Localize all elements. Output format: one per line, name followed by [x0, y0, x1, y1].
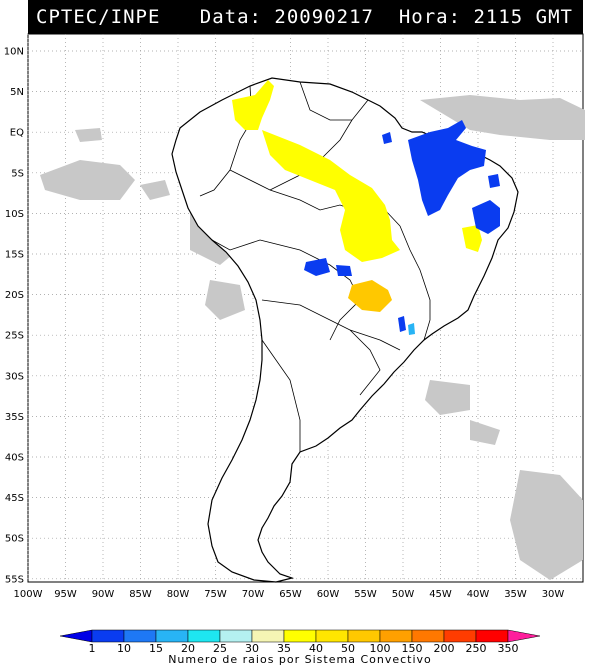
lat-tick-label: 5N — [10, 87, 24, 98]
lat-tick-label: EQ — [10, 128, 24, 139]
legend-swatch — [155, 629, 189, 643]
legend-swatch — [91, 629, 125, 643]
legend-colorbar — [59, 629, 541, 643]
legend-swatch — [219, 629, 253, 643]
legend-value-label: 150 — [402, 642, 423, 655]
legend-value-label: 30 — [245, 642, 259, 655]
legend-swatch — [411, 629, 445, 643]
lat-tick-label: 55S — [5, 574, 24, 585]
legend-value-label: 20 — [181, 642, 195, 655]
legend-value-label: 10 — [117, 642, 131, 655]
legend-swatch — [379, 629, 413, 643]
lon-tick-label: 90W — [92, 589, 115, 600]
lat-tick-label: 15S — [5, 250, 24, 261]
legend-value-label: 100 — [370, 642, 391, 655]
lon-tick-label: 65W — [279, 589, 302, 600]
lon-tick-label: 85W — [129, 589, 152, 600]
lon-tick-label: 60W — [317, 589, 340, 600]
legend-value-label: 40 — [309, 642, 323, 655]
legend-swatch — [315, 629, 349, 643]
legend-value-label: 50 — [341, 642, 355, 655]
legend-value-label: 350 — [498, 642, 519, 655]
legend-swatch — [507, 629, 541, 643]
lightning-cells-blue — [304, 120, 500, 332]
header-bar: CPTEC/INPE Data: 20090217 Hora: 2115 GMT — [28, 0, 583, 34]
lon-tick-label: 40W — [467, 589, 490, 600]
legend-swatch — [251, 629, 285, 643]
lat-tick-label: 20S — [5, 290, 24, 301]
graticule: 10N 5N EQ 5S 10S 15S 20S 25S 30S 35S 40S 45S 50S 55S 1… — [4, 34, 583, 600]
lon-tick-label: 80W — [167, 589, 190, 600]
legend-labels: 1 10 15 20 25 30 35 40 50 100 150 200 250 350 — [89, 642, 519, 655]
timestamp: Data: 20090217 Hora: 2115 GMT — [200, 6, 573, 28]
lon-tick-label: 100W — [14, 589, 43, 600]
legend-value-label: 250 — [466, 642, 487, 655]
legend-value-label: 1 — [89, 642, 96, 655]
legend-caption: Numero de raios por Sistema Convectivo — [168, 653, 432, 666]
lightning-cells-orange — [348, 280, 392, 312]
legend-swatch — [123, 629, 157, 643]
lon-tick-label: 75W — [204, 589, 227, 600]
lightning-cells-cyan — [408, 323, 415, 335]
legend-swatch — [283, 629, 317, 643]
lon-tick-label: 70W — [242, 589, 265, 600]
lon-tick-label: 35W — [504, 589, 527, 600]
date-label: Data: 20090217 — [199, 6, 374, 28]
legend-swatch — [475, 629, 509, 643]
legend-swatch — [187, 629, 221, 643]
lon-tick-label: 50W — [392, 589, 415, 600]
time-label: Hora: 2115 GMT — [398, 6, 573, 28]
lat-tick-label: 25S — [5, 331, 24, 342]
source-label: CPTEC/INPE — [36, 6, 161, 28]
lat-tick-label: 45S — [5, 493, 24, 504]
legend-value-label: 25 — [213, 642, 227, 655]
legend-swatch — [59, 629, 93, 643]
legend-value-label: 200 — [434, 642, 455, 655]
lat-tick-label: 50S — [5, 534, 24, 545]
lon-tick-label: 55W — [354, 589, 377, 600]
lon-tick-label: 45W — [429, 589, 452, 600]
lat-tick-label: 10N — [4, 47, 24, 58]
legend-swatch — [347, 629, 381, 643]
legend-value-label: 15 — [149, 642, 163, 655]
legend-swatch — [443, 629, 477, 643]
legend-value-label: 35 — [277, 642, 291, 655]
lat-tick-label: 40S — [5, 453, 24, 464]
lightning-cells-yellow — [232, 80, 482, 262]
lat-tick-label: 10S — [5, 209, 24, 220]
lat-tick-label: 5S — [11, 168, 24, 179]
lat-tick-label: 35S — [5, 412, 24, 423]
lon-tick-label: 95W — [54, 589, 77, 600]
lon-tick-label: 30W — [542, 589, 565, 600]
lat-tick-label: 30S — [5, 371, 24, 382]
